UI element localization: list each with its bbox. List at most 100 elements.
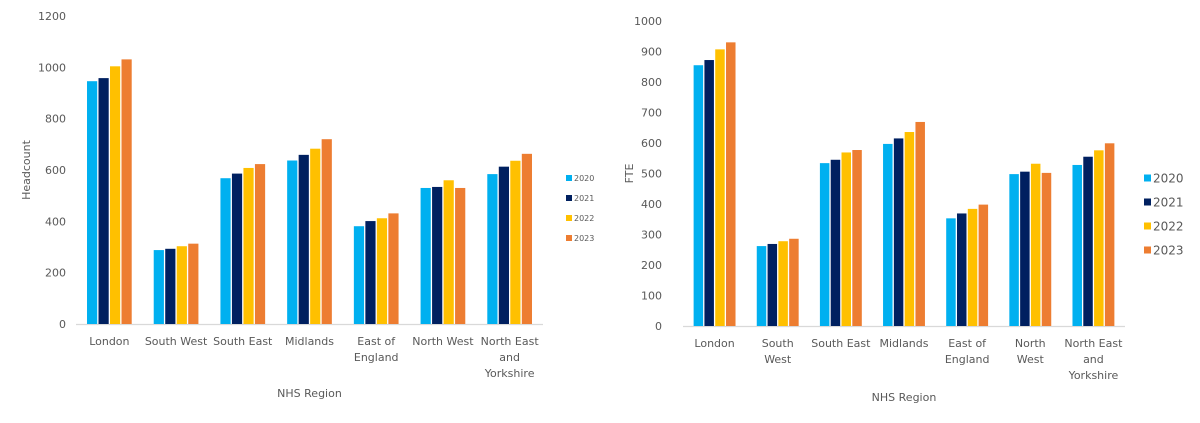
legend: 2020 2021 2022 2023	[1144, 171, 1184, 257]
bar-2020-north-east-and-yorkshire	[1072, 164, 1082, 326]
y-tick-label: 400	[45, 215, 66, 228]
legend: 2020 2021 2022 2023	[566, 174, 594, 243]
x-category-label: North West	[1015, 337, 1046, 366]
bar-2020-london	[87, 81, 98, 325]
bar-2020-north-west	[420, 187, 431, 324]
legend-label: 2021	[574, 194, 594, 203]
y-tick-label: 1000	[38, 61, 66, 74]
bar-2023-south-east	[254, 164, 266, 324]
legend-swatch	[1144, 198, 1151, 206]
legend-item-2023: 2023	[566, 234, 594, 243]
legend-swatch	[566, 215, 572, 221]
x-category-label: London	[694, 337, 734, 350]
legend-label: 2020	[1153, 171, 1184, 185]
y-tick-label: 300	[641, 229, 662, 242]
y-tick-label: 400	[641, 198, 662, 211]
y-axis-title: FTE	[623, 164, 636, 184]
x-axis-title: NHS Region	[277, 387, 342, 400]
bar-2020-south-east	[819, 163, 830, 326]
legend-swatch	[566, 175, 572, 181]
bar-2021-south-east	[231, 173, 243, 324]
bar-2021-south-west	[165, 248, 176, 324]
bar-2022-north-west	[443, 180, 454, 324]
fte-chart-svg: 0 100 200 300 400 500 600 700 800 900 1000 London So…	[623, 15, 1184, 404]
bar-2020-midlands	[883, 143, 893, 326]
bar-2022-north-east-and-yorkshire	[1094, 150, 1104, 326]
legend-item-2023: 2023	[1144, 243, 1184, 257]
bar-2023-south-west	[789, 238, 799, 326]
x-category-label: South West	[762, 337, 794, 366]
legend-label: 2022	[1153, 219, 1184, 233]
y-tick-label: 800	[641, 76, 662, 89]
y-tick-label: 900	[641, 46, 662, 59]
bar-2020-north-west	[1009, 174, 1019, 326]
bar-2021-east-of-england	[956, 213, 967, 326]
bar-2020-south-west	[153, 250, 164, 324]
x-category-label: East of England	[354, 335, 399, 364]
bar-2020-south-west	[756, 246, 767, 326]
bar-2023-north-west	[455, 187, 466, 324]
x-category-label: Midlands	[879, 337, 928, 350]
bar-2022-south-east	[243, 167, 254, 324]
bar-2020-midlands	[287, 160, 298, 324]
bar-2021-midlands	[298, 154, 309, 324]
legend-label: 2022	[574, 214, 594, 223]
bar-2022-south-west	[176, 246, 187, 324]
legend-label: 2020	[574, 174, 594, 183]
bar-2021-london	[98, 78, 109, 324]
bar-2023-north-east-and-yorkshire	[1104, 143, 1115, 326]
bar-2023-east-of-england	[388, 213, 399, 324]
bar-2023-london	[726, 42, 736, 326]
bar-2021-south-east	[830, 159, 841, 326]
bar-2022-midlands	[310, 148, 321, 324]
bar-2021-north-west	[1020, 171, 1030, 326]
y-tick-label: 100	[641, 290, 662, 303]
bar-2023-south-east	[852, 150, 862, 326]
legend-swatch	[1144, 246, 1151, 254]
fte-chart: 0 100 200 300 400 500 600 700 800 900 1000 London So…	[600, 0, 1200, 423]
bar-2021-london	[704, 60, 714, 326]
bar-2022-east-of-england	[376, 218, 388, 324]
x-category-label: South East	[811, 337, 871, 350]
bar-2023-midlands	[321, 139, 332, 324]
bar-2021-north-east-and-yorkshire	[1083, 156, 1093, 326]
bar-2020-london	[693, 65, 704, 326]
bar-2020-north-east-and-yorkshire	[487, 174, 498, 324]
bar-2022-london	[110, 66, 121, 324]
bar-2021-north-east-and-yorkshire	[498, 166, 509, 324]
bar-2022-south-west	[778, 241, 788, 326]
x-category-label: North East and Yorkshire	[1064, 337, 1123, 382]
bar-2022-midlands	[904, 132, 915, 326]
legend-swatch	[566, 235, 572, 241]
bar-2021-south-west	[767, 243, 778, 326]
x-category-label: North West	[412, 335, 474, 348]
bar-2022-north-east-and-yorkshire	[510, 160, 521, 324]
y-tick-label: 600	[641, 137, 662, 150]
bar-2020-east-of-england	[353, 226, 365, 324]
legend-label: 2023	[574, 234, 594, 243]
bar-2022-south-east	[841, 152, 852, 326]
y-tick-label: 1200	[38, 10, 66, 23]
bar-2023-north-east-and-yorkshire	[521, 153, 532, 324]
y-tick-label: 800	[45, 113, 66, 126]
bar-2020-south-east	[220, 178, 231, 324]
legend-swatch	[1144, 174, 1151, 182]
x-category-label: South West	[145, 335, 208, 348]
legend-label: 2021	[1153, 195, 1184, 209]
headcount-chart: 0 200 400 600 800 1000 1200 London South West Sou…	[20, 10, 594, 400]
bar-2022-london	[715, 49, 725, 327]
headcount-chart-svg: 0 200 400 600 800 1000 1200 London South West Sou…	[20, 10, 594, 400]
legend-swatch	[566, 195, 572, 201]
x-category-label: South East	[213, 335, 273, 348]
legend-label: 2023	[1153, 243, 1184, 257]
legend-item-2022: 2022	[1144, 219, 1184, 233]
legend-item-2021: 2021	[1144, 195, 1184, 209]
bar-2023-london	[121, 59, 132, 324]
bar-2022-east-of-england	[967, 208, 978, 326]
x-category-label: London	[89, 335, 129, 348]
y-axis-title: Headcount	[20, 139, 33, 199]
y-tick-label: 700	[641, 107, 662, 120]
y-tick-label: 1000	[634, 15, 662, 28]
x-category-label: North East and Yorkshire	[481, 335, 540, 380]
legend-item-2021: 2021	[566, 194, 594, 203]
